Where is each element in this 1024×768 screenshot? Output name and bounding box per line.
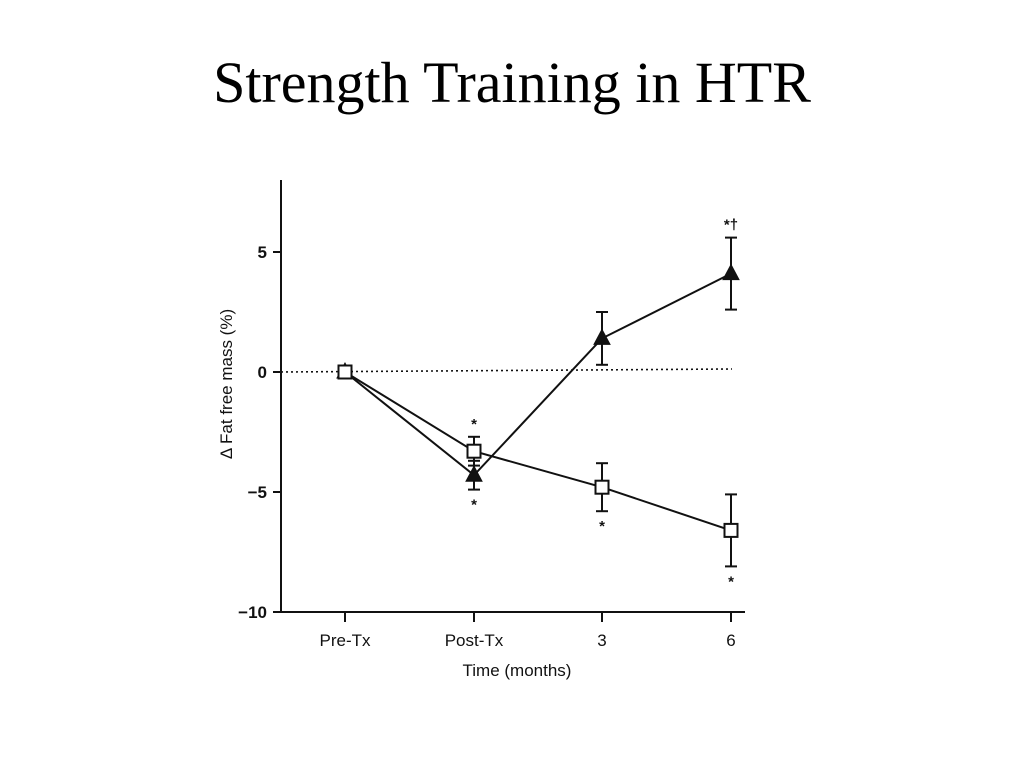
data-point-triangle <box>593 328 611 345</box>
slide-title: Strength Training in HTR <box>213 50 811 115</box>
series-line-1 <box>344 272 732 477</box>
x-tick-label: 6 <box>726 631 735 650</box>
x-tick-label: Pre-Tx <box>320 631 372 650</box>
significance-marker: * <box>599 518 605 535</box>
data-point-square <box>723 522 739 538</box>
x-axis-title: Time (months) <box>463 661 572 680</box>
significance-marker: * <box>471 497 477 514</box>
data-point-square <box>466 443 482 459</box>
data-point-square <box>337 364 353 380</box>
significance-marker: * <box>728 573 734 590</box>
y-tick-label: −5 <box>248 483 267 502</box>
significance-marker: *† <box>724 217 738 234</box>
series-line-2 <box>344 371 732 532</box>
y-axis-title: Δ Fat free mass (%) <box>217 309 236 459</box>
y-tick-label: 5 <box>258 243 267 262</box>
y-tick-label: −10 <box>238 603 267 622</box>
significance-marker: * <box>471 416 477 433</box>
x-tick-label: 3 <box>597 631 606 650</box>
zero-reference-line <box>280 368 733 373</box>
data-point-triangle <box>722 263 740 281</box>
data-point-square <box>594 479 610 495</box>
x-tick-label: Post-Tx <box>445 631 504 650</box>
y-tick-label: 0 <box>258 363 267 382</box>
data-point-triangle <box>465 465 483 482</box>
